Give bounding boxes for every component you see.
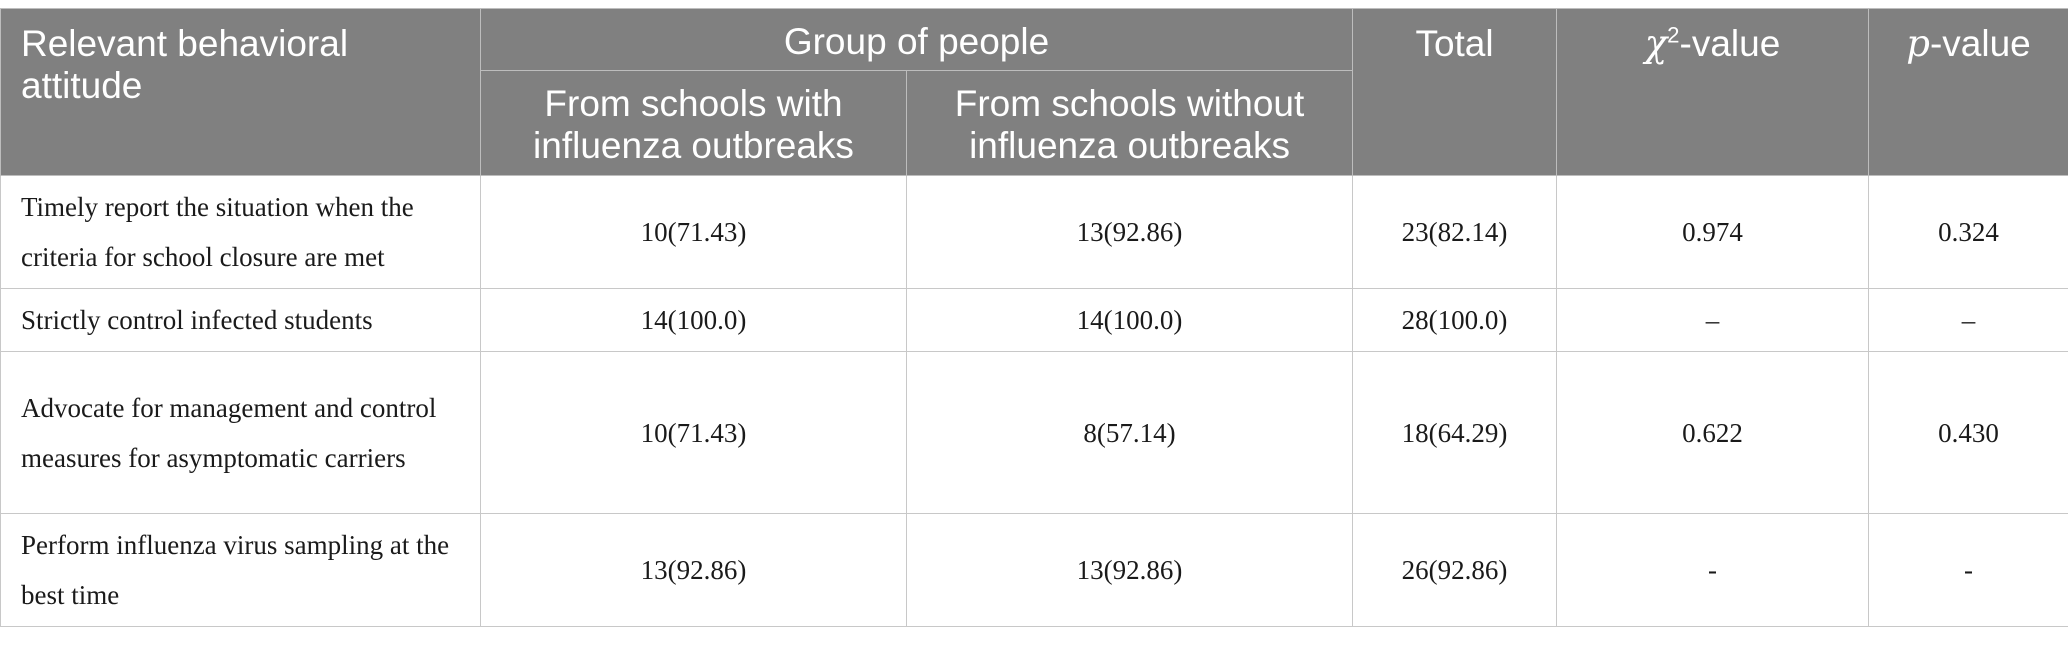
cell-with-outbreaks: 10(71.43) xyxy=(480,175,907,289)
cell-total: 23(82.14) xyxy=(1352,175,1558,289)
header-behavioral-attitude: Relevant behavioral attitude xyxy=(0,8,481,176)
row-label: Perform influenza virus sampling at the … xyxy=(0,513,481,627)
cell-without-outbreaks: 13(92.86) xyxy=(905,513,1354,627)
cell-total: 18(64.29) xyxy=(1352,351,1558,514)
cell-with-outbreaks: 14(100.0) xyxy=(480,288,907,352)
cell-chi-value: - xyxy=(1556,513,1870,627)
cell-p-value: – xyxy=(1868,288,2068,352)
row-label: Timely report the situation when the cri… xyxy=(0,175,481,289)
cell-p-value: 0.324 xyxy=(1868,175,2068,289)
data-table: Relevant behavioral attitude Group of pe… xyxy=(0,8,2068,627)
cell-total: 28(100.0) xyxy=(1352,288,1558,352)
cell-chi-value: 0.622 xyxy=(1556,351,1870,514)
cell-without-outbreaks: 8(57.14) xyxy=(905,351,1354,514)
cell-p-value: - xyxy=(1868,513,2068,627)
cell-total: 26(92.86) xyxy=(1352,513,1558,627)
cell-with-outbreaks: 10(71.43) xyxy=(480,351,907,514)
header-p-value: p-value xyxy=(1868,8,2068,176)
p-suffix: -value xyxy=(1929,23,2031,64)
header-total: Total xyxy=(1352,8,1558,176)
row-label: Advocate for management and control meas… xyxy=(0,351,481,514)
header-group-of-people: Group of people xyxy=(479,8,1354,71)
table-row: Perform influenza virus sampling at the … xyxy=(0,513,2068,627)
chi-symbol: χ xyxy=(1644,22,1668,65)
cell-without-outbreaks: 14(100.0) xyxy=(905,288,1354,352)
cell-p-value: 0.430 xyxy=(1868,351,2068,514)
header-chi-square-value: χ2-value xyxy=(1556,8,1870,176)
header-with-outbreaks: From schools with influenza outbreaks xyxy=(480,70,907,176)
chi-superscript: 2 xyxy=(1667,22,1680,48)
chi-suffix: -value xyxy=(1679,23,1781,64)
cell-chi-value: 0.974 xyxy=(1556,175,1870,289)
cell-chi-value: – xyxy=(1556,288,1870,352)
cell-with-outbreaks: 13(92.86) xyxy=(480,513,907,627)
header-without-outbreaks: From schools without influenza outbreaks xyxy=(905,70,1354,176)
table-row: Strictly control infected students 14(10… xyxy=(0,288,2068,352)
cell-without-outbreaks: 13(92.86) xyxy=(905,175,1354,289)
p-symbol: p xyxy=(1906,22,1930,65)
table-row: Advocate for management and control meas… xyxy=(0,351,2068,514)
table-row: Timely report the situation when the cri… xyxy=(0,175,2068,289)
row-label: Strictly control infected students xyxy=(0,288,481,352)
